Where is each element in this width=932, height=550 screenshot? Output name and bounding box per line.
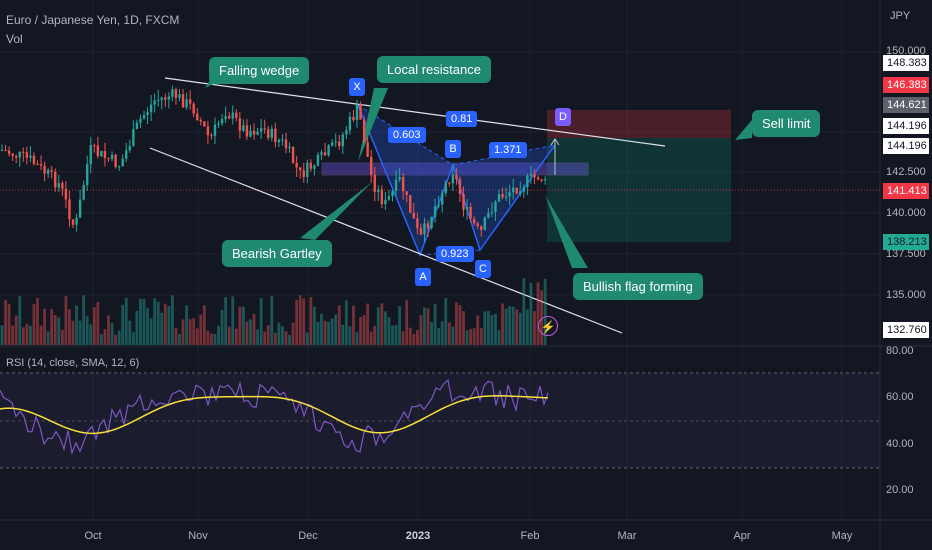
ratio-top-label: 0.81 <box>446 111 478 127</box>
rsi-ma-line <box>0 395 549 435</box>
volume-bars <box>0 278 547 345</box>
rsi-tick: 40.00 <box>886 438 914 450</box>
current-price-badge: 141.413 <box>883 183 929 199</box>
callout-local-resistance[interactable]: Local resistance <box>377 56 491 83</box>
ratio-bd-label: 1.371 <box>489 142 527 158</box>
ratio-xb-label: 0.603 <box>388 127 426 143</box>
callout-bearish-gartley[interactable]: Bearish Gartley <box>222 240 332 267</box>
symbol-title[interactable]: Euro / Japanese Yen, 1D, FXCM <box>6 13 180 27</box>
rsi-indicator-label[interactable]: RSI (14, close, SMA, 12, 6) <box>6 357 140 369</box>
point-d-label[interactable]: D <box>555 108 571 126</box>
stop-zone[interactable] <box>547 110 731 138</box>
callout-falling-wedge[interactable]: Falling wedge <box>209 57 310 84</box>
rsi-line <box>0 378 549 456</box>
currency-label: JPY <box>890 10 911 22</box>
lightning-icon[interactable]: ⚡ <box>538 316 558 336</box>
price-badge: 148.383 <box>883 55 929 71</box>
price-badge: 132.760 <box>883 322 929 338</box>
callout-bullish-flag[interactable]: Bullish flag forming <box>573 273 703 300</box>
time-tick: Apr <box>733 530 751 542</box>
callout-sell-limit[interactable]: Sell limit <box>752 110 821 137</box>
time-tick: Feb <box>520 530 540 542</box>
price-tick: 135.000 <box>886 289 926 301</box>
time-tick: May <box>831 530 853 542</box>
price-badge: 144.196 <box>883 138 929 154</box>
volume-indicator-label[interactable]: Vol <box>6 32 23 46</box>
price-tick: 140.000 <box>886 207 926 219</box>
wedge-lower-line[interactable] <box>149 147 623 334</box>
price-tick: 142.500 <box>886 166 926 178</box>
price-badge: 138.213 <box>883 234 929 250</box>
ratio-ac-label: 0.923 <box>436 246 474 262</box>
time-tick: Mar <box>617 530 637 542</box>
rsi-tick: 80.00 <box>886 345 914 357</box>
price-candles[interactable] <box>0 85 547 242</box>
point-b-label[interactable]: B <box>445 140 461 158</box>
wedge-upper-line[interactable] <box>164 77 666 147</box>
time-tick: Oct <box>84 530 102 542</box>
rsi-band <box>0 373 880 468</box>
point-c-label[interactable]: C <box>475 260 491 278</box>
rsi-tick: 60.00 <box>886 391 914 403</box>
price-badge: 144.196 <box>883 118 929 134</box>
time-tick: Dec <box>298 530 318 542</box>
price-tick: 150.000 <box>886 45 926 57</box>
price-tick: 137.500 <box>886 248 926 260</box>
price-badge: 146.383 <box>883 77 929 93</box>
point-a-label[interactable]: A <box>415 268 431 286</box>
time-tick: Nov <box>188 530 208 542</box>
time-tick: 2023 <box>405 530 431 542</box>
point-x-label[interactable]: X <box>349 78 365 96</box>
price-badge: 144.621 <box>883 97 929 113</box>
rsi-tick: 20.00 <box>886 484 914 496</box>
